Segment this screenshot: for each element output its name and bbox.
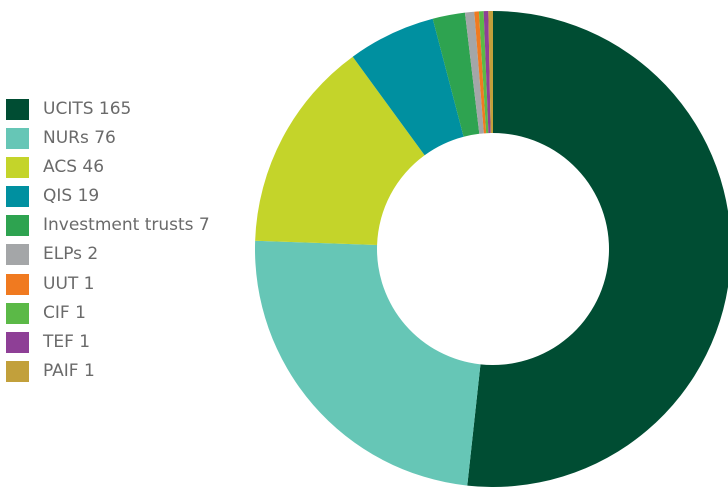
legend-swatch (6, 99, 29, 120)
legend-swatch (6, 128, 29, 150)
legend-swatch (6, 186, 29, 208)
donut-slice-ucits (467, 11, 728, 487)
legend-item: PAIF 1 (6, 360, 210, 382)
legend-label: Investment trusts 7 (43, 215, 210, 236)
legend-label: QIS 19 (43, 186, 100, 207)
legend-label: TEF 1 (43, 331, 91, 352)
donut-slice-nurs (254, 240, 481, 486)
legend-label: CIF 1 (43, 302, 86, 323)
donut-slice-elps (464, 11, 484, 134)
legend-swatch (6, 244, 29, 266)
legend-label: ELPs 2 (43, 244, 99, 265)
legend-swatch (6, 215, 29, 237)
legend-item: TEF 1 (6, 331, 210, 353)
chart-legend: UCITS 165 NURs 76 ACS 46 QIS 19 Investment t… (6, 99, 210, 390)
legend-label: ACS 46 (43, 157, 105, 178)
legend-label: UCITS 165 (43, 99, 132, 119)
legend-item: UUT 1 (6, 273, 210, 295)
donut-slice-uut (474, 11, 487, 134)
legend-label: NURs 76 (43, 128, 116, 149)
legend-swatch (6, 157, 29, 179)
donut-slice-investment-trusts (432, 12, 480, 137)
legend-swatch (6, 331, 29, 353)
legend-swatch (6, 273, 29, 295)
legend-swatch (6, 302, 29, 324)
legend-item: ACS 46 (6, 157, 210, 179)
legend-swatch (6, 360, 29, 382)
legend-item: UCITS 165 (6, 99, 210, 120)
donut-slice-acs (255, 56, 425, 246)
legend-label: PAIF 1 (43, 360, 95, 381)
legend-item: CIF 1 (6, 302, 210, 324)
legend-item: ELPs 2 (6, 244, 210, 266)
donut-slice-paif (488, 11, 493, 134)
legend-item: QIS 19 (6, 186, 210, 208)
donut-slice-qis (352, 18, 464, 156)
legend-item: Investment trusts 7 (6, 215, 210, 237)
donut-slice-tef (483, 11, 491, 134)
donut-slice-cif (478, 11, 489, 134)
legend-item: NURs 76 (6, 128, 210, 150)
legend-label: UUT 1 (43, 273, 95, 294)
